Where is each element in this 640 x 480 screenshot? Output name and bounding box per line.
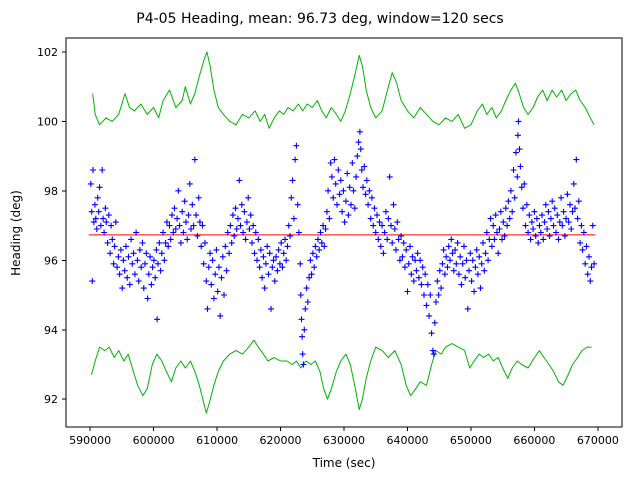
y-tick-label: 92	[44, 393, 58, 406]
x-tick-label: 660000	[513, 434, 555, 447]
y-tick-label: 96	[44, 254, 58, 267]
x-axis-label: Time (sec)	[312, 456, 376, 470]
x-tick-label: 610000	[196, 434, 238, 447]
lower-bound-line	[90, 339, 592, 414]
x-tick-label: 640000	[387, 434, 429, 447]
chart-title: P4-05 Heading, mean: 96.73 deg, window=1…	[136, 11, 504, 27]
x-tick-label: 670000	[577, 434, 619, 447]
y-tick-label: 102	[37, 46, 58, 59]
y-tick-label: 100	[37, 115, 58, 128]
upper-bound-line	[92, 51, 595, 129]
x-tick-label: 620000	[260, 434, 302, 447]
x-tick-label: 650000	[450, 434, 492, 447]
y-tick-label: 98	[44, 185, 58, 198]
x-tick-label: 600000	[133, 434, 175, 447]
heading-scatter-markers	[87, 118, 598, 368]
x-tick-label: 590000	[69, 434, 111, 447]
x-tick-label: 630000	[323, 434, 365, 447]
y-tick-label: 94	[44, 324, 58, 337]
